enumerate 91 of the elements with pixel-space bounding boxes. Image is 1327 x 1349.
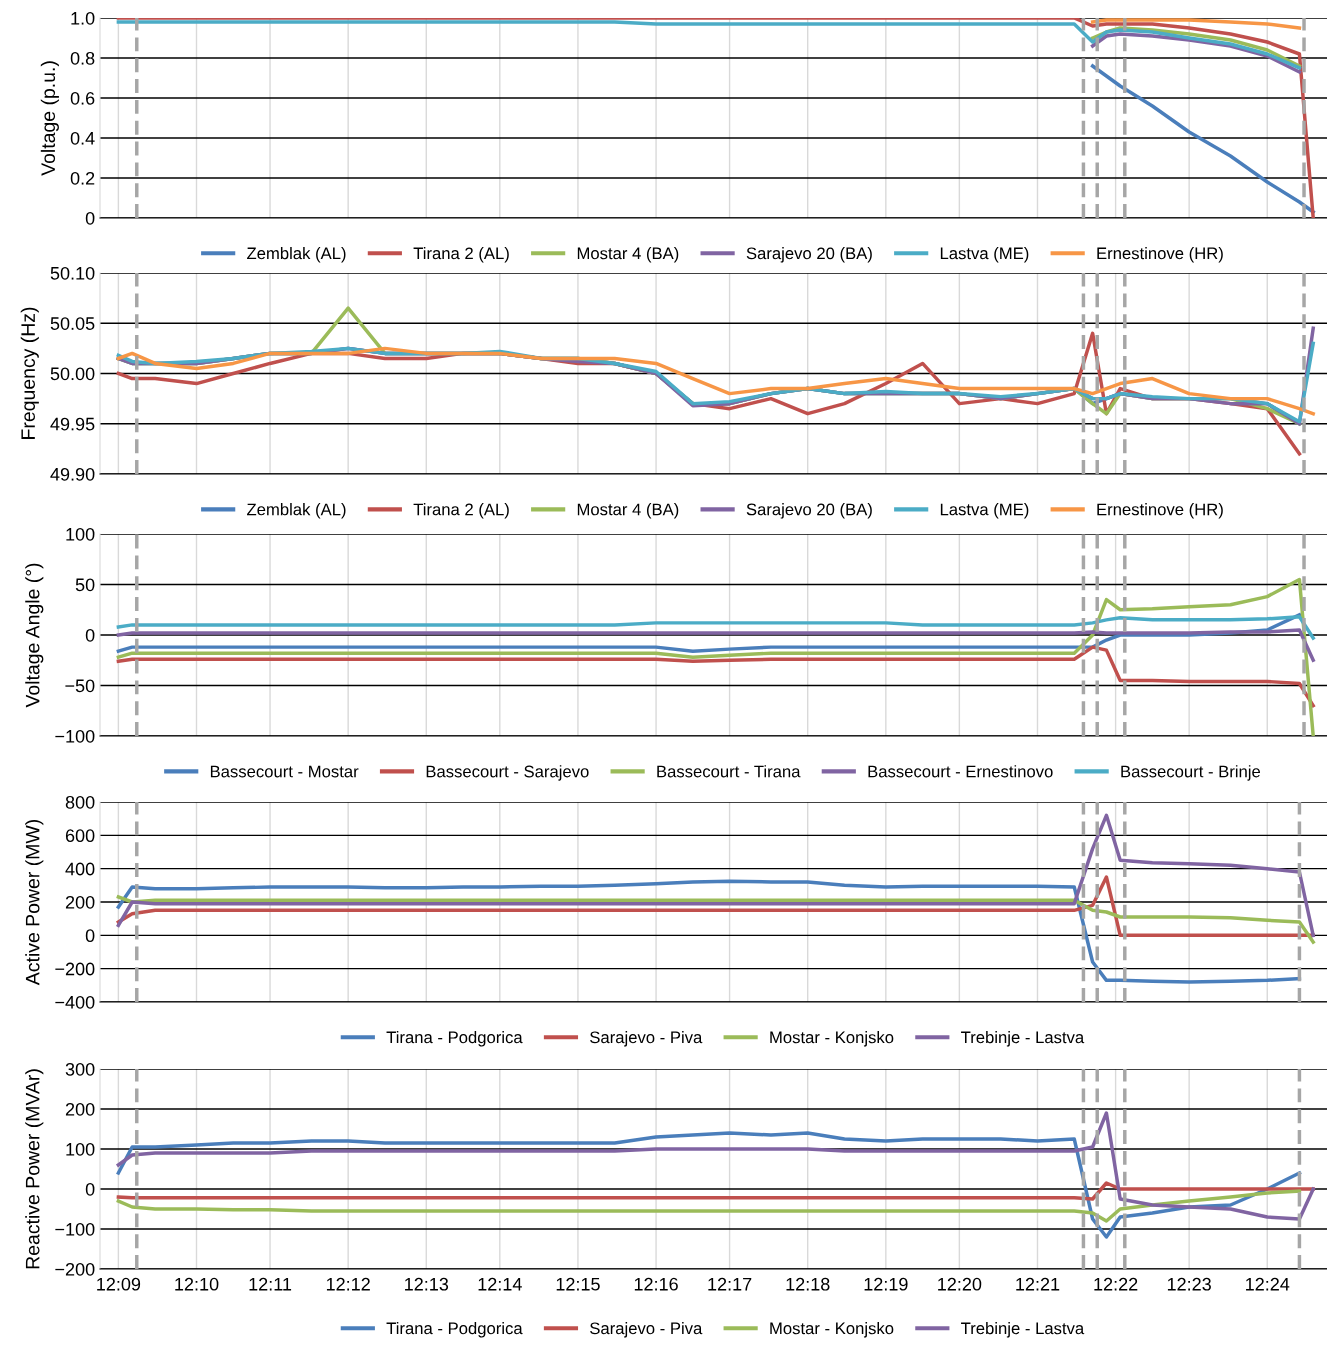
x-tick-label: 12:10 (175, 1277, 219, 1291)
legend-label: Tirana - Podgorica (386, 1322, 523, 1338)
line-series (116, 615, 1315, 640)
y-tick-label: −50 (65, 679, 95, 693)
line-series (116, 20, 1302, 70)
line-series (116, 613, 1302, 653)
line-series (116, 895, 1315, 944)
legend-label: Tirana 2 (AL) (413, 503, 509, 519)
y-tick-label: −100 (55, 1222, 95, 1236)
x-tick-label: 12:16 (634, 1277, 678, 1291)
y-tick-label: 200 (65, 895, 95, 909)
y-tick-label: −400 (55, 995, 95, 1009)
legend-label: Tirana 2 (AL) (413, 247, 509, 263)
x-tick-label: 12:19 (864, 1277, 908, 1291)
legend-label: Bassecourt - Brinje (1121, 765, 1261, 781)
legend-label: Bassecourt - Ernestinovo (868, 765, 1053, 778)
y-tick-label: 50.00 (50, 367, 95, 381)
y-tick-label: 49.95 (50, 417, 95, 431)
legend-label: Trebinje - Lastva (961, 1322, 1085, 1338)
y-tick-label: −100 (55, 729, 95, 743)
x-tick-label: 12:09 (97, 1277, 141, 1291)
line-series (1090, 18, 1302, 30)
legend-label: Mostar - Konjsko (770, 1322, 894, 1338)
y-tick-label: 800 (65, 795, 95, 809)
y-tick-label: 50.10 (50, 266, 95, 280)
y-tick-label: 50 (75, 578, 95, 592)
line-series (116, 346, 1315, 416)
legend-label: Bassecourt - Mostar (210, 765, 359, 778)
x-tick-label: 12:17 (708, 1277, 752, 1291)
line-series (116, 813, 1315, 938)
legend-label: Sarajevo - Piva (590, 1031, 703, 1047)
legend-label: Tirana - Podgorica (386, 1031, 523, 1047)
y-axis-title: Active Power (MW) (25, 820, 44, 986)
line-series (116, 1131, 1302, 1239)
line-series (116, 18, 1315, 218)
legend-label: Trebinje - Lastva (961, 1031, 1085, 1047)
y-tick-label: 0 (85, 628, 95, 642)
y-tick-label: 600 (65, 829, 95, 843)
y-tick-label: 50.05 (50, 317, 95, 330)
x-tick-label: 12:22 (1094, 1277, 1138, 1291)
y-tick-label: 0.6 (70, 91, 95, 105)
y-tick-label: 100 (66, 1142, 95, 1156)
x-tick-label: 12:11 (249, 1277, 292, 1291)
line-series (116, 1111, 1315, 1221)
y-axis-title: Frequency (Hz) (20, 307, 39, 439)
y-tick-label: 100 (66, 527, 95, 541)
legend-label: Ernestinove (HR) (1097, 503, 1223, 519)
y-tick-label: 0.8 (70, 51, 95, 65)
y-tick-label: 0.4 (70, 131, 95, 145)
x-tick-label: 12:21 (1016, 1277, 1060, 1291)
y-axis-title: Reactive Power (MVAr) (25, 1069, 44, 1269)
line-series (116, 645, 1315, 708)
legend-label: Mostar 4 (BA) (577, 503, 679, 519)
y-tick-label: 400 (65, 862, 95, 876)
x-tick-label: 12:20 (938, 1277, 982, 1291)
y-tick-label: 0 (85, 929, 95, 943)
line-series (116, 628, 1315, 662)
x-tick-label: 12:18 (786, 1277, 830, 1291)
line-series (1090, 64, 1315, 214)
legend-label: Ernestinove (HR) (1097, 247, 1223, 263)
legend-label: Mostar - Konjsko (770, 1031, 894, 1047)
x-tick-label: 12:23 (1167, 1277, 1211, 1291)
x-tick-label: 12:14 (478, 1277, 522, 1291)
y-tick-label: −200 (55, 1262, 95, 1276)
y-tick-label: 200 (65, 1102, 95, 1116)
legend-label: Bassecourt - Sarajevo (426, 765, 589, 781)
line-series (116, 577, 1315, 736)
line-series (116, 1181, 1315, 1201)
legend-label: Zemblak (AL) (247, 247, 346, 263)
y-axis-title: Voltage Angle (°) (25, 563, 44, 708)
y-tick-label: 0.2 (70, 171, 95, 185)
x-tick-label: 12:15 (556, 1277, 600, 1291)
y-tick-label: 0 (85, 211, 95, 225)
legend-label: Mostar 4 (BA) (577, 247, 679, 263)
x-tick-label: 12:24 (1246, 1277, 1290, 1291)
legend-label: Lastva (ME) (940, 503, 1029, 519)
y-tick-label: 0 (85, 1182, 95, 1196)
y-tick-label: −200 (55, 962, 95, 976)
x-tick-label: 12:13 (405, 1277, 449, 1291)
legend-label: Zemblak (AL) (247, 503, 346, 519)
y-tick-label: 300 (65, 1062, 95, 1076)
legend-label: Lastva (ME) (940, 247, 1029, 263)
legend-label: Sarajevo 20 (BA) (746, 247, 872, 263)
legend-label: Sarajevo 20 (BA) (746, 503, 872, 519)
y-tick-label: 1.0 (71, 11, 95, 25)
y-tick-label: 49.90 (50, 467, 95, 481)
line-series (116, 1189, 1302, 1223)
legend-label: Sarajevo - Piva (590, 1322, 703, 1338)
legend-label: Bassecourt - Tirana (657, 765, 801, 778)
x-tick-label: 12:12 (326, 1277, 370, 1291)
y-axis-title: Voltage (p.u.) (40, 61, 59, 176)
